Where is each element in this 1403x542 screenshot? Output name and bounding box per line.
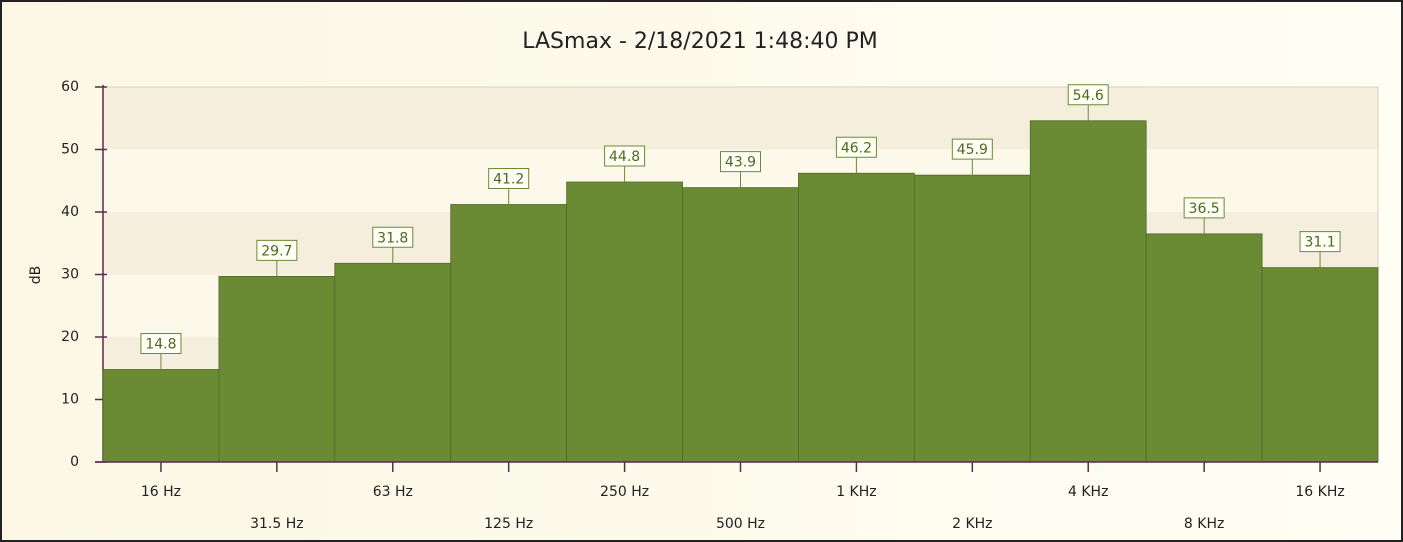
value-label: 31.1 <box>1304 235 1335 251</box>
chart-title: LASmax - 2/18/2021 1:48:40 PM <box>522 29 877 54</box>
plot-band <box>103 87 1378 150</box>
x-tick-label: 125 Hz <box>484 516 533 532</box>
value-label: 29.7 <box>261 243 292 259</box>
x-tick-label: 500 Hz <box>716 516 765 532</box>
bar <box>218 275 336 463</box>
value-label: 43.9 <box>725 155 756 171</box>
bar <box>1029 120 1147 463</box>
x-tick-label: 31.5 Hz <box>250 516 304 532</box>
value-label-box <box>720 151 761 173</box>
value-label: 46.2 <box>841 140 872 156</box>
y-tick-label: 0 <box>70 454 79 470</box>
x-tick-label: 4 KHz <box>1068 484 1108 500</box>
value-label: 41.2 <box>493 172 524 188</box>
x-tick-label: 1 KHz <box>836 484 876 500</box>
bar <box>566 181 683 463</box>
y-tick-label: 60 <box>61 79 79 95</box>
value-label: 14.8 <box>145 337 176 353</box>
bar <box>1145 233 1263 463</box>
value-label-box <box>256 239 298 261</box>
y-tick-label: 40 <box>61 204 79 220</box>
bar <box>334 262 452 463</box>
y-tick-label: 30 <box>61 267 79 283</box>
value-label-box <box>1299 231 1341 253</box>
value-label: 44.8 <box>609 149 640 165</box>
value-label: 36.5 <box>1189 201 1220 217</box>
value-label-box <box>140 333 182 354</box>
value-label-box <box>604 145 646 167</box>
bar <box>102 369 220 463</box>
x-tick-label: 16 Hz <box>141 484 181 500</box>
y-tick-label: 20 <box>61 329 79 345</box>
value-label-box <box>1183 197 1225 219</box>
x-tick-label: 8 KHz <box>1184 516 1224 532</box>
value-label-box <box>951 138 993 160</box>
value-label: 45.9 <box>957 142 988 158</box>
value-label-box <box>488 168 530 189</box>
x-tick-label: 2 KHz <box>952 516 992 532</box>
value-label-box <box>835 136 877 158</box>
bar <box>682 187 799 463</box>
value-label-box <box>372 226 414 248</box>
bar <box>450 204 568 463</box>
bar <box>798 172 915 463</box>
x-tick-label: 250 Hz <box>600 484 649 500</box>
bar <box>1261 267 1379 463</box>
value-label-box <box>1067 84 1109 106</box>
value-label: 54.6 <box>1073 88 1104 104</box>
y-tick-label: 50 <box>61 142 79 158</box>
value-label: 31.8 <box>377 230 408 246</box>
y-axis-label: dB <box>28 266 44 285</box>
x-tick-label: 63 Hz <box>373 484 413 500</box>
y-tick-label: 10 <box>61 392 79 408</box>
bar <box>913 174 1031 463</box>
x-tick-label: 16 KHz <box>1295 484 1344 500</box>
